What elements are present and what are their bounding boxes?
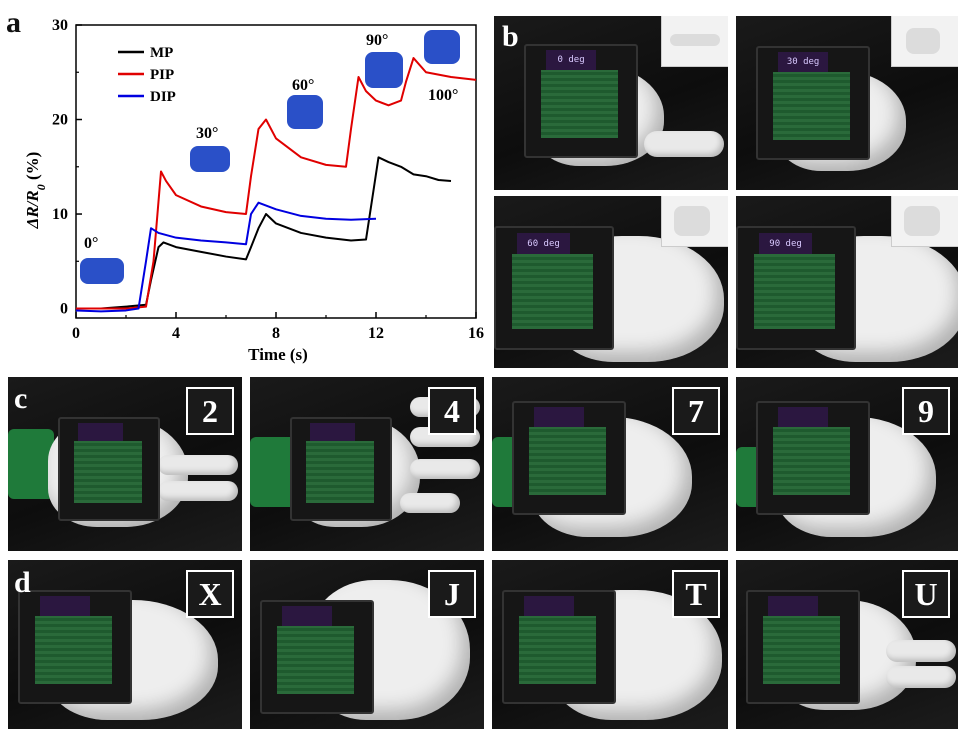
angle-label-100: 100° xyxy=(428,87,458,104)
angle-label-60: 60° xyxy=(292,77,314,94)
hand-icon xyxy=(287,95,323,129)
photo-b-1: 0 deg xyxy=(494,16,728,190)
inset-hand-image xyxy=(661,196,728,247)
angle-label-0: 0° xyxy=(84,235,98,252)
gesture-badge: T xyxy=(672,570,720,618)
y-tick-label: 30 xyxy=(52,17,68,34)
y-tick-label: 0 xyxy=(60,301,68,318)
board-screen: 90 deg xyxy=(758,232,813,255)
photo-d-1: X xyxy=(8,560,242,729)
y-axis-label-sub: 0 xyxy=(34,184,48,190)
angle-label-90: 90° xyxy=(366,32,388,49)
photo-c-1: 2 xyxy=(8,377,242,551)
panel-label-b: b xyxy=(502,20,519,53)
y-tick-label: 10 xyxy=(52,206,68,223)
x-tick-label: 8 xyxy=(272,325,280,342)
legend-label: PIP xyxy=(150,67,174,83)
gesture-badge: U xyxy=(902,570,950,618)
photo-c-3: 7 xyxy=(492,377,728,551)
gesture-badge: 4 xyxy=(428,387,476,435)
photo-c-4: 9 xyxy=(736,377,958,551)
x-tick-label: 12 xyxy=(368,325,384,342)
hand-icon xyxy=(190,146,230,172)
hand-icon xyxy=(424,30,460,64)
photo-b-4: 90 deg xyxy=(736,196,958,368)
legend-label: DIP xyxy=(150,89,176,105)
inset-hand-image xyxy=(891,196,958,247)
gesture-badge: 9 xyxy=(902,387,950,435)
chart-panel-a: 0 4 8 12 16 0 10 20 30 MP PIP DIP 0° 30° 60° 90° 1… xyxy=(23,17,484,364)
panel-label-c: c xyxy=(14,382,28,415)
panel-label-a: a xyxy=(6,6,21,39)
y-tick-label: 20 xyxy=(52,112,68,129)
board-screen: 30 deg xyxy=(777,52,829,73)
gesture-badge: X xyxy=(186,570,234,618)
y-axis-label: ΔR/R0 (%) xyxy=(23,152,48,230)
x-tick-label: 0 xyxy=(72,325,80,342)
x-tick-label: 4 xyxy=(172,325,180,342)
panel-label-d: d xyxy=(14,566,31,599)
gesture-badge: J xyxy=(428,570,476,618)
series-line-dip xyxy=(75,201,377,313)
photo-b-2: 30 deg xyxy=(736,16,958,190)
series-line-pip xyxy=(76,57,477,310)
photo-d-3: T xyxy=(492,560,728,729)
photo-c-2: 4 xyxy=(250,377,484,551)
hand-icon xyxy=(365,52,403,88)
series-line-mp xyxy=(76,156,452,310)
inset-hand-image xyxy=(661,16,728,67)
hand-icon xyxy=(80,258,124,284)
y-axis-label-main: ΔR/R xyxy=(23,190,42,229)
angle-label-30: 30° xyxy=(196,125,218,142)
y-axis-label-unit: (%) xyxy=(23,152,42,185)
photo-d-2: J xyxy=(250,560,484,729)
photo-b-3: 60 deg xyxy=(494,196,728,368)
plot-frame xyxy=(75,24,477,319)
inset-hand-image xyxy=(891,16,958,67)
legend-label: MP xyxy=(150,45,173,61)
x-tick-label: 16 xyxy=(468,325,484,342)
x-axis-label: Time (s) xyxy=(248,345,308,364)
board-screen: 0 deg xyxy=(545,50,597,71)
gesture-badge: 7 xyxy=(672,387,720,435)
board-screen: 60 deg xyxy=(516,232,571,255)
photo-d-4: U xyxy=(736,560,958,729)
gesture-badge: 2 xyxy=(186,387,234,435)
